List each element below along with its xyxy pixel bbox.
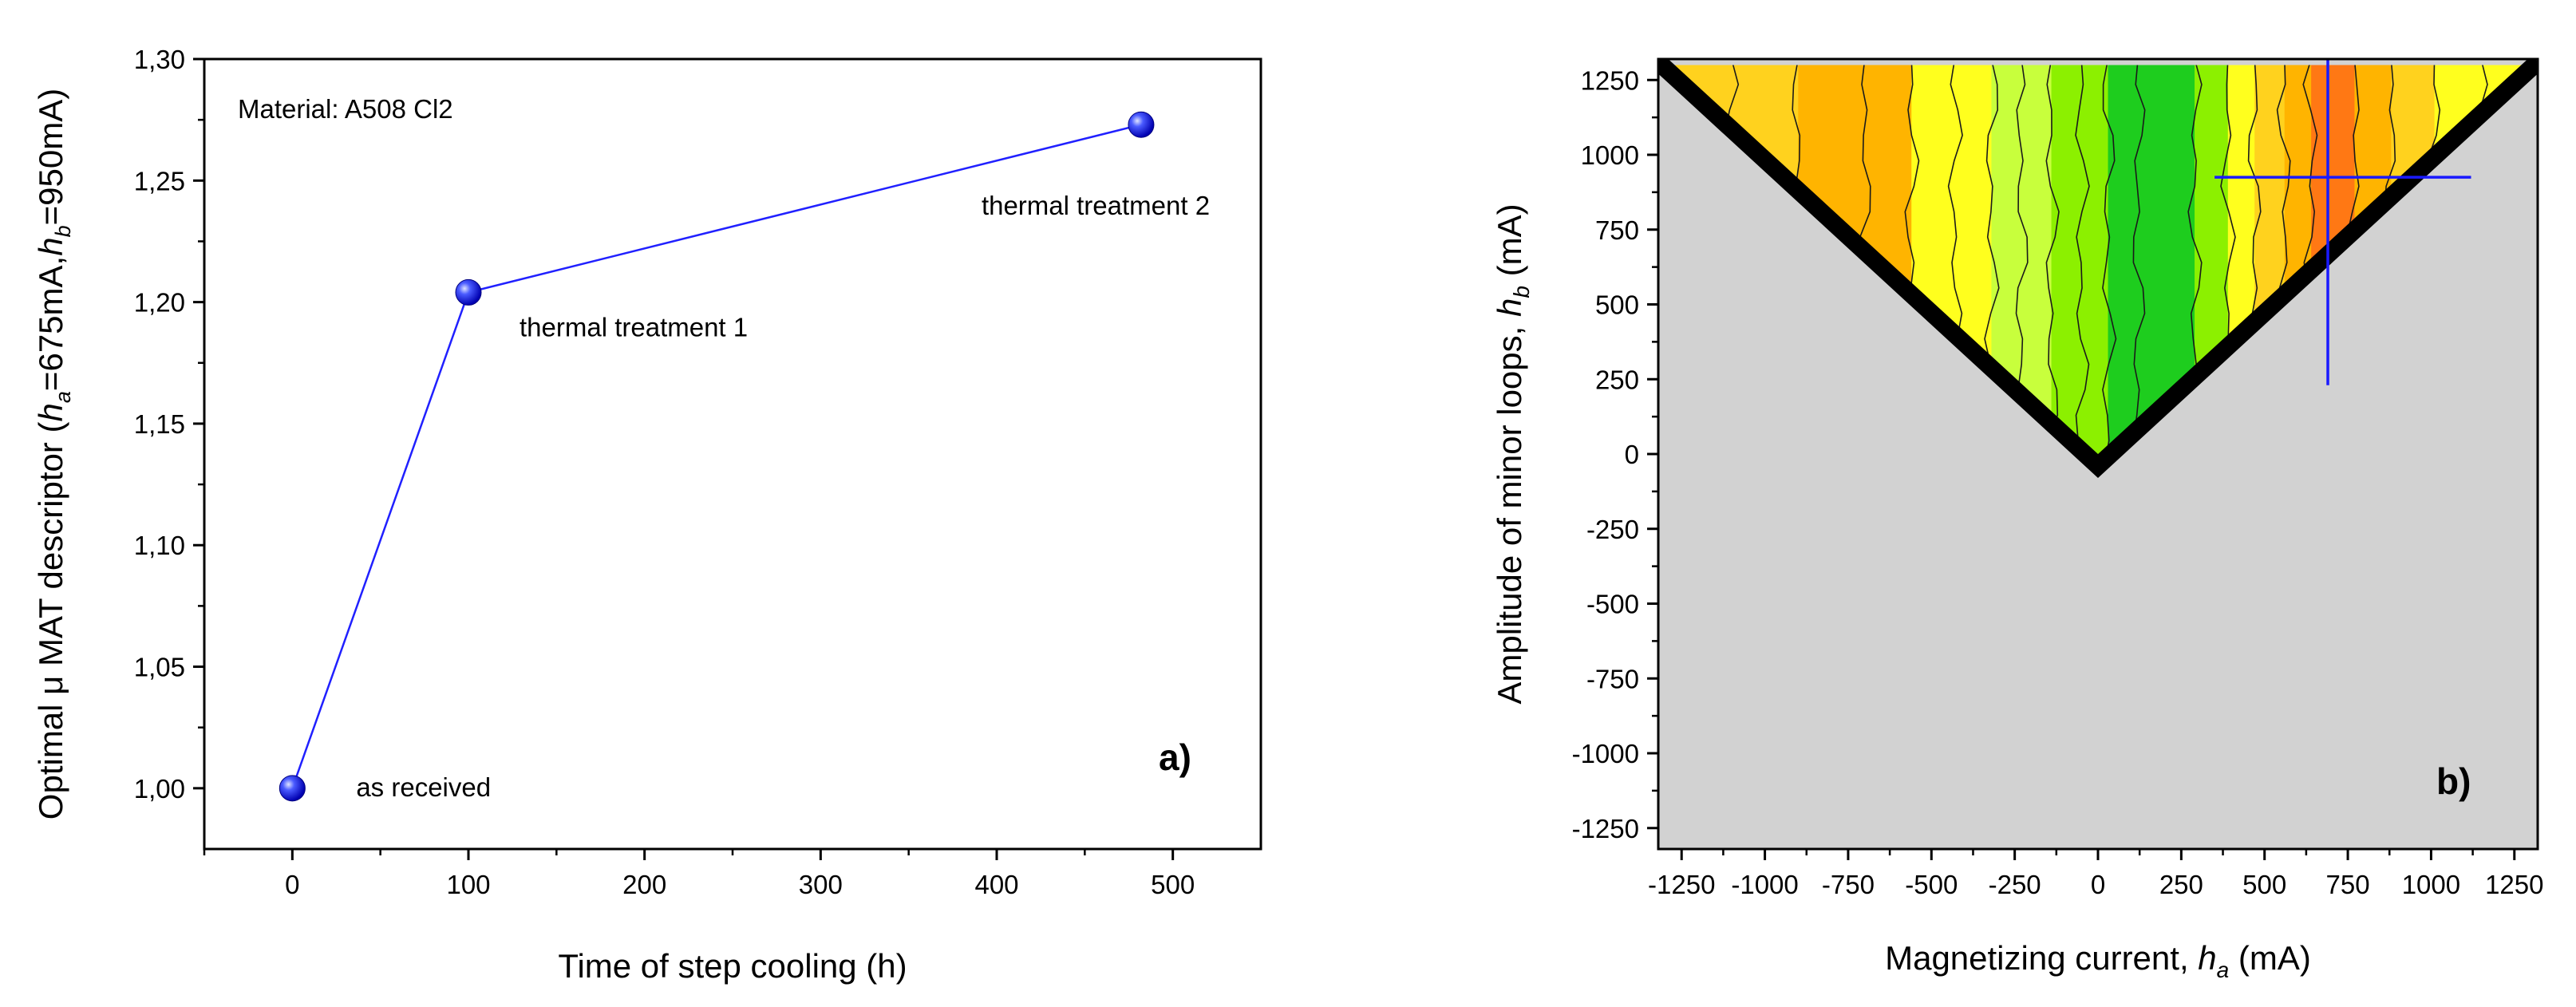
panel-a-y-tick-label: 1,10 — [134, 531, 185, 560]
panel-b-y-tick-label: 0 — [1625, 440, 1639, 469]
panel-b-contour-band — [2051, 65, 2109, 466]
panel-a-point-label: thermal treatment 2 — [982, 191, 1210, 220]
panel-b: -1250 -1000 -750 -500 -250 0 250 500 750 1000 1250… — [1491, 57, 2543, 982]
panel-b-contour-line — [2075, 65, 2090, 466]
panel-b-y-tick-label: -750 — [1586, 664, 1639, 693]
panel-a-series-line — [291, 123, 1142, 789]
panel-b-x-tick-label: 0 — [2091, 870, 2105, 899]
panel-a-point-label: as received — [356, 772, 491, 802]
panel-a-point-label: thermal treatment 1 — [520, 312, 748, 342]
panel-a-plot-frame — [203, 57, 1262, 851]
panel-a-x-tick-label: 500 — [1151, 870, 1195, 899]
panel-b-y-tick-label: -1250 — [1572, 814, 1639, 843]
panel-a-x-ticks: 0 100 200 300 400 500 — [203, 849, 1195, 899]
panel-b-x-tick-label: 1250 — [2485, 870, 2543, 899]
panel-a-y-tick-label: 1,05 — [134, 653, 185, 682]
panel-b-x-tick-label: -1250 — [1648, 870, 1715, 899]
panel-a-y-tick-label: 1,25 — [134, 166, 185, 195]
panel-b-letter: b) — [2436, 760, 2471, 802]
panel-a-data-point — [279, 775, 306, 802]
panel-b-contour-line — [2132, 65, 2146, 466]
panel-a-x-tick-label: 200 — [622, 870, 666, 899]
panel-a-y-axis-label: Optimal μ MAT descriptor (ha=675mA,hb=95… — [32, 89, 75, 819]
material-note: Material: A508 Cl2 — [238, 94, 453, 124]
panel-b-contour-line — [2045, 65, 2060, 466]
panel-a-x-tick-label: 0 — [285, 870, 299, 899]
panel-b-y-ticks: -1250 -1000 -750 -500 -250 0 250 500 750 1000 1250 — [1572, 65, 1658, 843]
panel-b-x-tick-label: 1000 — [2402, 870, 2460, 899]
panel-a-data-point — [455, 278, 482, 306]
panel-b-x-tick-label: -750 — [1822, 870, 1875, 899]
panel-a-x-tick-label: 400 — [974, 870, 1018, 899]
panel-b-x-tick-label: -250 — [1989, 870, 2041, 899]
panel-b-y-axis-label: Amplitude of minor loops, hb (mA) — [1491, 203, 1534, 704]
panel-b-x-tick-label: -1000 — [1731, 870, 1798, 899]
panel-b-x-tick-label: 750 — [2326, 870, 2370, 899]
panel-a-y-ticks: 1,00 1,05 1,10 1,15 1,20 1,25 1,30 — [134, 45, 204, 804]
panel-b-y-tick-label: -500 — [1586, 590, 1639, 619]
panel-b-y-tick-label: 1250 — [1581, 65, 1639, 95]
panel-b-contour-line — [2102, 65, 2117, 466]
panel-a-y-tick-label: 1,30 — [134, 45, 185, 74]
panel-a-y-tick-label: 1,15 — [134, 409, 185, 439]
panel-b-y-tick-label: -1000 — [1572, 739, 1639, 768]
panel-a-x-tick-label: 100 — [446, 870, 490, 899]
panel-a-y-tick-label: 1,20 — [134, 288, 185, 318]
panel-a-data-point — [1128, 111, 1155, 138]
panel-b-x-axis-label: Magnetizing current, ha (mA) — [1885, 939, 2311, 982]
panel-a-letter: a) — [1159, 736, 1191, 778]
panel-b-x-tick-label: 250 — [2159, 870, 2203, 899]
panel-b-x-ticks: -1250 -1000 -750 -500 -250 0 250 500 750 1000 1250 — [1648, 849, 2543, 899]
panel-b-x-tick-label: 500 — [2242, 870, 2286, 899]
panel-a-x-axis-label: Time of step cooling (h) — [558, 947, 907, 985]
panel-b-y-tick-label: 750 — [1595, 215, 1639, 245]
panel-b-y-tick-label: 250 — [1595, 365, 1639, 394]
panel-b-y-tick-label: 1000 — [1581, 140, 1639, 170]
panel-b-x-tick-label: -500 — [1905, 870, 1958, 899]
panel-b-y-tick-label: 500 — [1595, 290, 1639, 320]
panel-a-points: as received thermal treatment 1 thermal tr… — [279, 111, 1210, 802]
panel-b-triangle-edge — [1658, 59, 2538, 478]
panel-b-y-tick-label: -250 — [1586, 515, 1639, 544]
panel-a-x-tick-label: 300 — [799, 870, 843, 899]
panel-a-y-tick-label: 1,00 — [134, 774, 185, 804]
panel-a: 0 100 200 300 400 500 1,00 1,05 1,10 1,15 1,20 1,2… — [32, 45, 1262, 985]
